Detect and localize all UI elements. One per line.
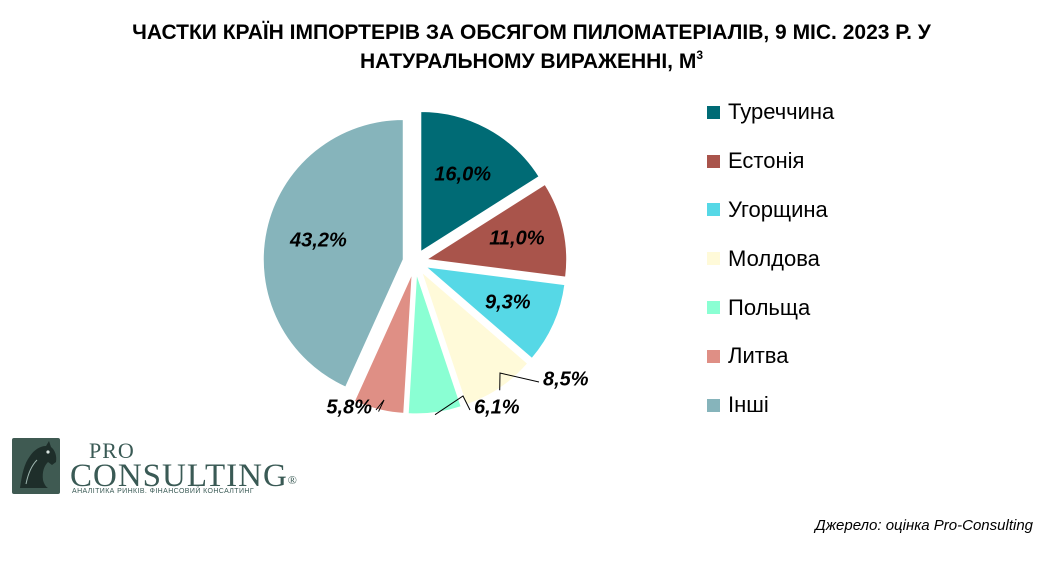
- data-label-угорщина: 9,3%: [485, 292, 531, 314]
- pie-slice-угорщина: [424, 266, 566, 360]
- legend-swatch: [707, 203, 720, 217]
- data-labels: 16,0% 11,0% 9,3% 8,5% 6,1% 5,8% 43,2%: [289, 164, 589, 419]
- logo-tagline: АНАЛІТИКА РИНКІВ. ФІНАНСОВИЙ КОНСАЛТИНГ: [72, 488, 255, 495]
- pie-slice-туреччина: [420, 110, 540, 253]
- unit-superscript: 3: [696, 48, 704, 62]
- horse-head-icon: [12, 438, 60, 494]
- leader-line-молдова: [499, 372, 540, 391]
- legend-swatch: [707, 252, 720, 266]
- legend-label: Литва: [728, 343, 789, 369]
- legend-swatch: [707, 349, 720, 363]
- source-note: Джерело: оцінка Pro-Consulting: [815, 517, 1033, 534]
- logo-consulting-text: CONSULTING®: [70, 459, 298, 497]
- leader-line-литва: [375, 399, 385, 412]
- legend-item-інші: Інші: [707, 381, 834, 430]
- chart-title-line-2: НАТУРАЛЬНОМУ ВИРАЖЕННІ, М3: [0, 47, 1063, 76]
- registered-mark: ®: [287, 473, 298, 487]
- legend-item-польща: Польща: [707, 283, 834, 332]
- data-label-інші: 43,2%: [289, 229, 347, 251]
- legend-label: Туреччина: [728, 99, 835, 125]
- chart-title-line-1: ЧАСТКИ КРАЇН ІМПОРТЕРІВ ЗА ОБСЯГОМ ПИЛОМ…: [132, 21, 931, 44]
- legend-label: Угорщина: [728, 196, 828, 222]
- legend-label: Інші: [728, 392, 769, 418]
- pie-slice-польща: [407, 273, 462, 415]
- legend-item-туреччина: Туреччина: [707, 88, 834, 137]
- data-label-польща: 6,1%: [474, 396, 520, 418]
- legend-label: Естонія: [728, 148, 805, 174]
- legend-label: Молдова: [728, 245, 820, 271]
- data-label-литва: 5,8%: [326, 396, 372, 418]
- pie-slice-інші: [262, 118, 404, 388]
- pie-slice-естонія: [425, 183, 568, 278]
- pro-consulting-logo: PRO CONSULTING® АНАЛІТИКА РИНКІВ. ФІНАНС…: [12, 438, 297, 500]
- chart-title-line-2-text: НАТУРАЛЬНОМУ ВИРАЖЕННІ, М: [359, 50, 697, 73]
- leader-line-польща: [434, 395, 471, 416]
- legend-swatch: [707, 301, 720, 315]
- chart-legend: Туреччина Естонія Угорщина Молдова Польща Лит…: [707, 88, 834, 430]
- legend-swatch: [707, 105, 720, 119]
- leader-lines: [375, 372, 540, 416]
- legend-swatch: [707, 398, 720, 412]
- data-label-туреччина: 16,0%: [434, 164, 491, 186]
- pie-slice-литва: [353, 273, 413, 414]
- logo-consulting-word: CONSULTING: [70, 458, 288, 494]
- legend-item-угорщина: Угорщина: [707, 186, 834, 235]
- legend-swatch: [707, 154, 720, 168]
- legend-item-молдова: Молдова: [707, 234, 834, 283]
- data-label-молдова: 8,5%: [543, 368, 589, 390]
- legend-item-естонія: Естонія: [707, 137, 834, 186]
- legend-label: Польща: [728, 294, 811, 320]
- pie-slices: [262, 110, 568, 415]
- chart-title: ЧАСТКИ КРАЇН ІМПОРТЕРІВ ЗА ОБСЯГОМ ПИЛОМ…: [0, 18, 1063, 76]
- legend-item-литва: Литва: [707, 332, 834, 381]
- data-label-естонія: 11,0%: [489, 228, 544, 250]
- logo-pro-text: PRO: [89, 438, 135, 463]
